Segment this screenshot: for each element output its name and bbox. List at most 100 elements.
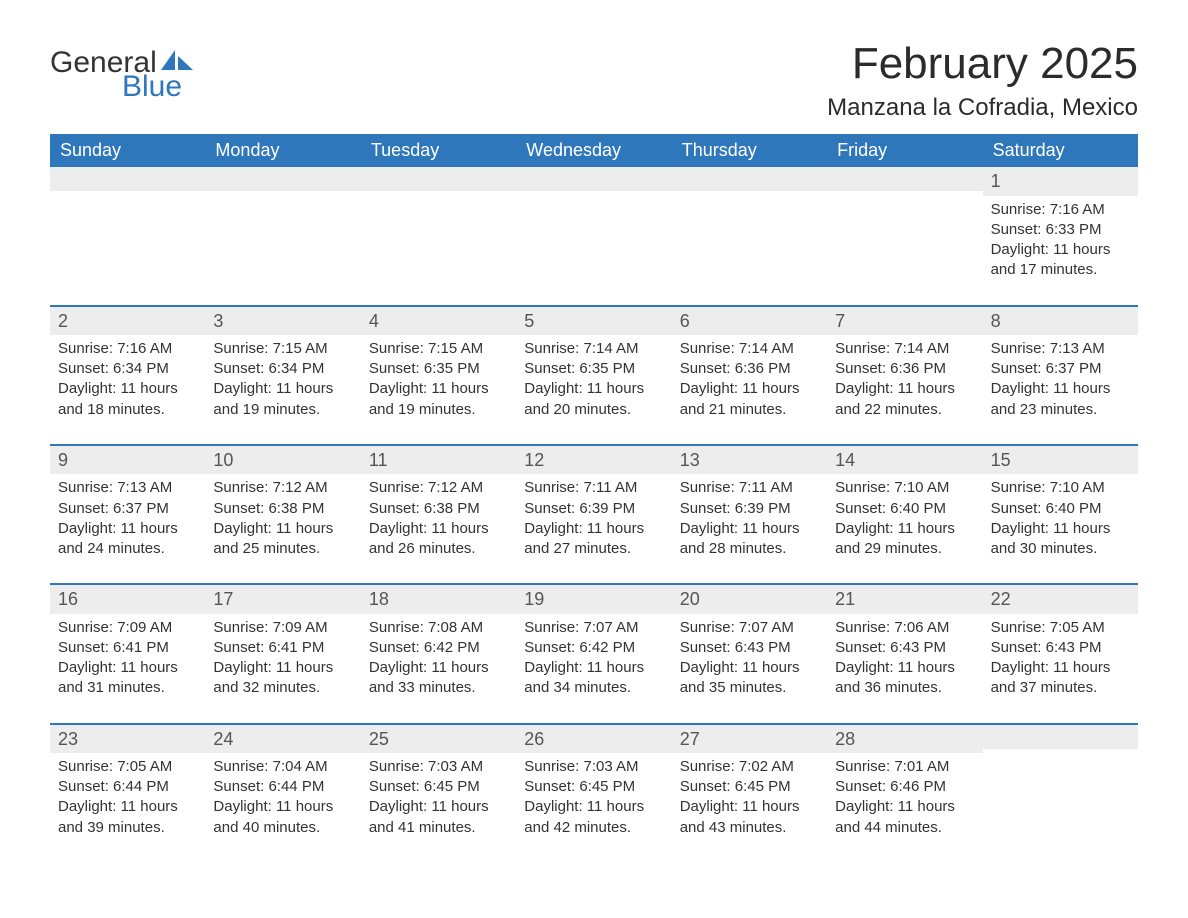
sunrise-line: Sunrise: 7:10 AM	[991, 478, 1130, 498]
daylight-line: Daylight: 11 hours and 29 minutes.	[835, 519, 974, 560]
sunset-line: Sunset: 6:42 PM	[369, 638, 508, 658]
daylight-line: Daylight: 11 hours and 41 minutes.	[369, 797, 508, 838]
calendar-day: 21Sunrise: 7:06 AMSunset: 6:43 PMDayligh…	[827, 585, 982, 708]
calendar-empty-cell	[827, 167, 982, 290]
calendar-day: 18 Sunrise: 7:08 AMSunset: 6:42 PMDayligh…	[361, 585, 516, 708]
day-number: 4	[361, 307, 516, 335]
daylight-line: Daylight: 11 hours and 18 minutes.	[58, 379, 197, 420]
day-info: Sunrise: 7:09 AMSunset: 6:41 PMDaylight:…	[211, 618, 354, 699]
weekday-header: Saturday	[983, 134, 1138, 167]
sunset-line: Sunset: 6:44 PM	[213, 777, 352, 797]
calendar-day: 24Sunrise: 7:04 AMSunset: 6:44 PMDayligh…	[205, 725, 360, 848]
day-number: 25	[361, 725, 516, 753]
calendar-day: 15Sunrise: 7:10 AMSunset: 6:40 PMDayligh…	[983, 446, 1138, 569]
day-number	[205, 167, 360, 191]
calendar-empty-cell	[205, 167, 360, 290]
sunset-line: Sunset: 6:46 PM	[835, 777, 974, 797]
sunrise-line: Sunrise: 7:13 AM	[58, 478, 197, 498]
sunset-line: Sunset: 6:34 PM	[58, 359, 197, 379]
day-number	[50, 167, 205, 191]
sunrise-line: Sunrise: 7:11 AM	[524, 478, 663, 498]
sunset-line: Sunset: 6:40 PM	[991, 499, 1130, 519]
day-info: Sunrise: 7:15 AMSunset: 6:34 PMDaylight:…	[211, 339, 354, 420]
sunrise-line: Sunrise: 7:04 AM	[213, 757, 352, 777]
sunrise-line: Sunrise: 7:02 AM	[680, 757, 819, 777]
day-info: Sunrise: 7:09 AMSunset: 6:41 PMDaylight:…	[56, 618, 199, 699]
daylight-line: Daylight: 11 hours and 30 minutes.	[991, 519, 1130, 560]
sunrise-line: Sunrise: 7:09 AM	[213, 618, 352, 638]
sunset-line: Sunset: 6:39 PM	[680, 499, 819, 519]
day-info: Sunrise: 7:14 AMSunset: 6:36 PMDaylight:…	[833, 339, 976, 420]
daylight-line: Daylight: 11 hours and 17 minutes.	[991, 240, 1130, 281]
calendar-day: 27Sunrise: 7:02 AMSunset: 6:45 PMDayligh…	[672, 725, 827, 848]
calendar-day: 20Sunrise: 7:07 AMSunset: 6:43 PMDayligh…	[672, 585, 827, 708]
day-number: 16	[50, 585, 205, 613]
day-number	[361, 167, 516, 191]
calendar-day: 10 Sunrise: 7:12 AMSunset: 6:38 PMDayligh…	[205, 446, 360, 569]
sunset-line: Sunset: 6:37 PM	[991, 359, 1130, 379]
sunrise-line: Sunrise: 7:12 AM	[213, 478, 352, 498]
day-number: 28	[827, 725, 982, 753]
day-number: 7	[827, 307, 982, 335]
day-number: 26	[516, 725, 671, 753]
sunset-line: Sunset: 6:33 PM	[991, 220, 1130, 240]
calendar-empty-cell	[672, 167, 827, 290]
day-number: 18	[361, 585, 516, 613]
calendar-empty-cell	[516, 167, 671, 290]
daylight-line: Daylight: 11 hours and 25 minutes.	[213, 519, 352, 560]
calendar-page: General Blue February 2025 Manzana la Co…	[0, 0, 1188, 888]
calendar-day: 8Sunrise: 7:13 AMSunset: 6:37 PMDaylight…	[983, 307, 1138, 430]
day-info: Sunrise: 7:10 AMSunset: 6:40 PMDaylight:…	[833, 478, 976, 559]
calendar-day: 5Sunrise: 7:14 AMSunset: 6:35 PMDaylight…	[516, 307, 671, 430]
logo: General Blue	[50, 48, 195, 102]
day-number: 8	[983, 307, 1138, 335]
day-info: Sunrise: 7:07 AMSunset: 6:42 PMDaylight:…	[522, 618, 665, 699]
sunset-line: Sunset: 6:40 PM	[835, 499, 974, 519]
day-info: Sunrise: 7:08 AMSunset: 6:42 PMDaylight:…	[367, 618, 510, 699]
day-info: Sunrise: 7:10 AMSunset: 6:40 PMDaylight:…	[989, 478, 1132, 559]
day-number	[672, 167, 827, 191]
sunset-line: Sunset: 6:35 PM	[524, 359, 663, 379]
calendar-empty-cell	[983, 725, 1138, 848]
sunrise-line: Sunrise: 7:11 AM	[680, 478, 819, 498]
day-number: 24	[205, 725, 360, 753]
sunrise-line: Sunrise: 7:07 AM	[524, 618, 663, 638]
sunset-line: Sunset: 6:43 PM	[680, 638, 819, 658]
weekday-header: Sunday	[50, 134, 205, 167]
daylight-line: Daylight: 11 hours and 26 minutes.	[369, 519, 508, 560]
daylight-line: Daylight: 11 hours and 19 minutes.	[213, 379, 352, 420]
daylight-line: Daylight: 11 hours and 24 minutes.	[58, 519, 197, 560]
sunrise-line: Sunrise: 7:05 AM	[58, 757, 197, 777]
sunset-line: Sunset: 6:38 PM	[369, 499, 508, 519]
calendar-day: 9Sunrise: 7:13 AMSunset: 6:37 PMDaylight…	[50, 446, 205, 569]
sunset-line: Sunset: 6:43 PM	[991, 638, 1130, 658]
daylight-line: Daylight: 11 hours and 22 minutes.	[835, 379, 974, 420]
day-number: 10	[205, 446, 360, 474]
header: General Blue February 2025 Manzana la Co…	[50, 40, 1138, 122]
calendar-day: 16 Sunrise: 7:09 AMSunset: 6:41 PMDayligh…	[50, 585, 205, 708]
calendar-day: 23Sunrise: 7:05 AMSunset: 6:44 PMDayligh…	[50, 725, 205, 848]
sunset-line: Sunset: 6:36 PM	[680, 359, 819, 379]
daylight-line: Daylight: 11 hours and 37 minutes.	[991, 658, 1130, 699]
daylight-line: Daylight: 11 hours and 36 minutes.	[835, 658, 974, 699]
day-number: 19	[516, 585, 671, 613]
calendar-week: 9Sunrise: 7:13 AMSunset: 6:37 PMDaylight…	[50, 444, 1138, 569]
sunset-line: Sunset: 6:36 PM	[835, 359, 974, 379]
daylight-line: Daylight: 11 hours and 32 minutes.	[213, 658, 352, 699]
calendar-day: 1Sunrise: 7:16 AMSunset: 6:33 PMDaylight…	[983, 167, 1138, 290]
day-number: 9	[50, 446, 205, 474]
day-number: 20	[672, 585, 827, 613]
sunrise-line: Sunrise: 7:14 AM	[524, 339, 663, 359]
calendar-day: 19 Sunrise: 7:07 AMSunset: 6:42 PMDayligh…	[516, 585, 671, 708]
month-title: February 2025	[827, 40, 1138, 88]
day-info: Sunrise: 7:12 AMSunset: 6:38 PMDaylight:…	[211, 478, 354, 559]
daylight-line: Daylight: 11 hours and 42 minutes.	[524, 797, 663, 838]
sunrise-line: Sunrise: 7:03 AM	[524, 757, 663, 777]
calendar-week: 1Sunrise: 7:16 AMSunset: 6:33 PMDaylight…	[50, 167, 1138, 290]
day-number: 14	[827, 446, 982, 474]
day-number: 3	[205, 307, 360, 335]
sunset-line: Sunset: 6:44 PM	[58, 777, 197, 797]
daylight-line: Daylight: 11 hours and 34 minutes.	[524, 658, 663, 699]
logo-sail-icon	[161, 48, 195, 72]
sunrise-line: Sunrise: 7:09 AM	[58, 618, 197, 638]
